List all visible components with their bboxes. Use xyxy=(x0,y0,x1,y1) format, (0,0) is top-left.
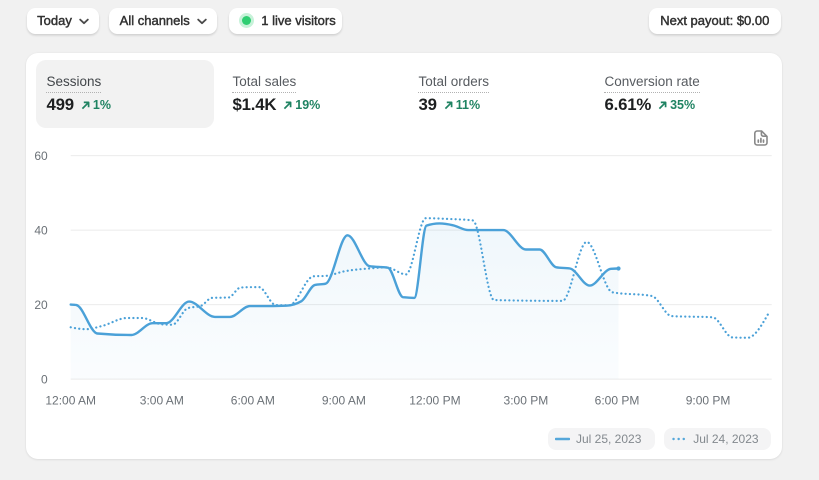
svg-text:60: 60 xyxy=(35,149,49,163)
svg-text:40: 40 xyxy=(35,224,49,238)
svg-text:6:00 AM: 6:00 AM xyxy=(231,394,275,408)
svg-text:9:00 AM: 9:00 AM xyxy=(322,394,366,408)
svg-text:12:00 AM: 12:00 AM xyxy=(46,394,97,408)
svg-text:6:00 PM: 6:00 PM xyxy=(595,394,640,408)
svg-text:9:00 PM: 9:00 PM xyxy=(686,394,731,408)
svg-text:3:00 AM: 3:00 AM xyxy=(140,394,184,408)
svg-text:12:00 PM: 12:00 PM xyxy=(410,394,461,408)
svg-text:3:00 PM: 3:00 PM xyxy=(504,394,549,408)
svg-text:0: 0 xyxy=(41,373,48,387)
svg-text:20: 20 xyxy=(35,298,49,312)
